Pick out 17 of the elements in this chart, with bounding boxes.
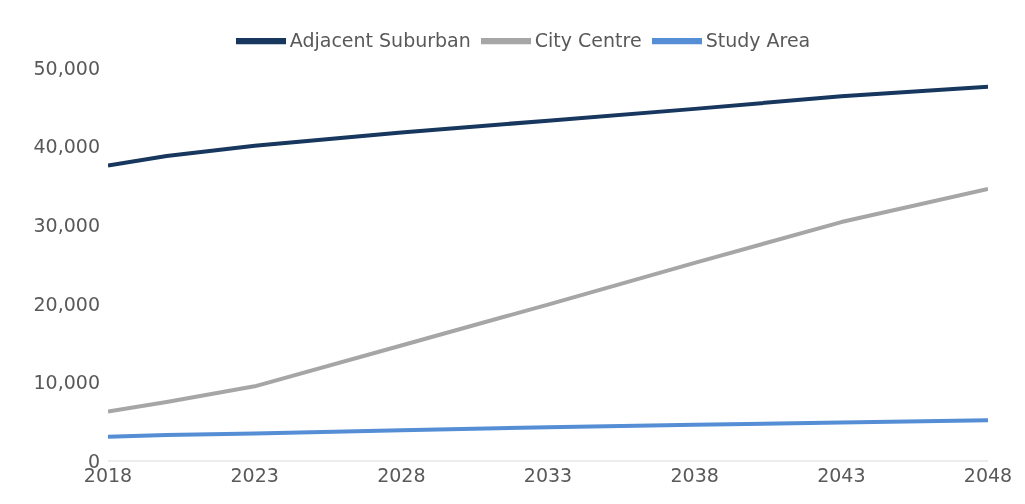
line-series [108, 418, 988, 439]
y-tick-label: 20,000 [33, 292, 100, 315]
y-tick-label: 10,000 [33, 371, 100, 394]
x-tick-label: 2048 [963, 464, 1013, 487]
x-tick-label: 2023 [230, 464, 279, 487]
legend-label: Study Area [705, 28, 811, 51]
legend-label: Adjacent Suburban [289, 28, 471, 51]
y-tick-label: 40,000 [33, 135, 100, 158]
legend-label: City Centre [534, 28, 642, 51]
line-series [108, 84, 988, 168]
x-tick-label: 2043 [817, 464, 866, 487]
x-tick-label: 2038 [670, 464, 719, 487]
y-tick-label: 30,000 [33, 213, 100, 236]
x-tick-label: 2033 [523, 464, 573, 487]
line-series [108, 187, 988, 414]
x-tick-label: 2028 [377, 464, 426, 487]
y-tick-label: 50,000 [33, 56, 100, 79]
